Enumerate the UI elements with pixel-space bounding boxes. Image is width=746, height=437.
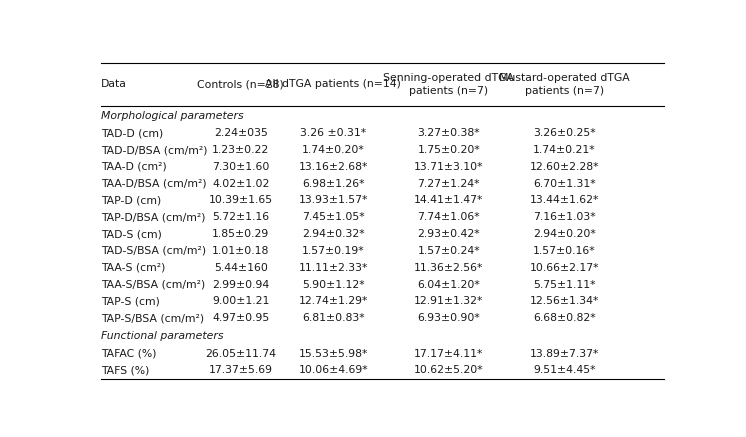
Text: 5.72±1.16: 5.72±1.16 xyxy=(212,212,269,222)
Text: TAD-S (cm): TAD-S (cm) xyxy=(101,229,162,239)
Text: 14.41±1.47*: 14.41±1.47* xyxy=(414,195,483,205)
Text: 7.16±1.03*: 7.16±1.03* xyxy=(533,212,596,222)
Text: 6.81±0.83*: 6.81±0.83* xyxy=(302,313,365,323)
Text: TAP-D/BSA (cm/m²): TAP-D/BSA (cm/m²) xyxy=(101,212,205,222)
Text: TAD-D (cm): TAD-D (cm) xyxy=(101,128,163,138)
Text: 9.51±4.45*: 9.51±4.45* xyxy=(533,365,596,375)
Text: 7.30±1.60: 7.30±1.60 xyxy=(212,162,269,172)
Text: 3.26 ±0.31*: 3.26 ±0.31* xyxy=(300,128,366,138)
Text: Senning-operated dTGA
patients (n=7): Senning-operated dTGA patients (n=7) xyxy=(383,73,514,96)
Text: TAP-S (cm): TAP-S (cm) xyxy=(101,296,160,306)
Text: TAA-S (cm²): TAA-S (cm²) xyxy=(101,263,165,273)
Text: 9.00±1.21: 9.00±1.21 xyxy=(212,296,269,306)
Text: 5.75±1.11*: 5.75±1.11* xyxy=(533,280,596,290)
Text: 13.16±2.68*: 13.16±2.68* xyxy=(298,162,368,172)
Text: 7.74±1.06*: 7.74±1.06* xyxy=(418,212,480,222)
Text: 12.60±2.28*: 12.60±2.28* xyxy=(530,162,599,172)
Text: 5.90±1.12*: 5.90±1.12* xyxy=(302,280,365,290)
Text: 1.57±0.19*: 1.57±0.19* xyxy=(302,246,365,256)
Text: 3.26±0.25*: 3.26±0.25* xyxy=(533,128,596,138)
Text: 6.98±1.26*: 6.98±1.26* xyxy=(302,179,365,189)
Text: TAA-D/BSA (cm/m²): TAA-D/BSA (cm/m²) xyxy=(101,179,207,189)
Text: TAP-S/BSA (cm/m²): TAP-S/BSA (cm/m²) xyxy=(101,313,204,323)
Text: 6.68±0.82*: 6.68±0.82* xyxy=(533,313,596,323)
Text: Mustard-operated dTGA
patients (n=7): Mustard-operated dTGA patients (n=7) xyxy=(499,73,630,96)
Text: TAD-D/BSA (cm/m²): TAD-D/BSA (cm/m²) xyxy=(101,145,207,155)
Text: 6.70±1.31*: 6.70±1.31* xyxy=(533,179,596,189)
Text: 1.01±0.18: 1.01±0.18 xyxy=(212,246,269,256)
Text: 7.27±1.24*: 7.27±1.24* xyxy=(418,179,480,189)
Text: 11.11±2.33*: 11.11±2.33* xyxy=(298,263,368,273)
Text: 1.85±0.29: 1.85±0.29 xyxy=(212,229,269,239)
Text: 2.94±0.20*: 2.94±0.20* xyxy=(533,229,596,239)
Text: Controls (n=28): Controls (n=28) xyxy=(197,80,284,90)
Text: 13.71±3.10*: 13.71±3.10* xyxy=(414,162,483,172)
Text: 4.02±1.02: 4.02±1.02 xyxy=(212,179,269,189)
Text: 13.93±1.57*: 13.93±1.57* xyxy=(298,195,368,205)
Text: Functional parameters: Functional parameters xyxy=(101,331,223,341)
Text: 11.36±2.56*: 11.36±2.56* xyxy=(414,263,483,273)
Text: 7.45±1.05*: 7.45±1.05* xyxy=(302,212,365,222)
Text: 12.91±1.32*: 12.91±1.32* xyxy=(414,296,483,306)
Text: TAA-S/BSA (cm/m²): TAA-S/BSA (cm/m²) xyxy=(101,280,205,290)
Text: 6.93±0.90*: 6.93±0.90* xyxy=(418,313,480,323)
Text: 2.94±0.32*: 2.94±0.32* xyxy=(302,229,365,239)
Text: TAD-S/BSA (cm/m²): TAD-S/BSA (cm/m²) xyxy=(101,246,206,256)
Text: 15.53±5.98*: 15.53±5.98* xyxy=(298,349,368,359)
Text: 13.44±1.62*: 13.44±1.62* xyxy=(530,195,599,205)
Text: 1.74±0.20*: 1.74±0.20* xyxy=(302,145,365,155)
Text: All dTGA patients (n=14): All dTGA patients (n=14) xyxy=(266,80,401,90)
Text: 1.74±0.21*: 1.74±0.21* xyxy=(533,145,596,155)
Text: 10.39±1.65: 10.39±1.65 xyxy=(209,195,273,205)
Text: 12.56±1.34*: 12.56±1.34* xyxy=(530,296,599,306)
Text: TAFAC (%): TAFAC (%) xyxy=(101,349,156,359)
Text: 17.37±5.69: 17.37±5.69 xyxy=(209,365,273,375)
Text: 2.93±0.42*: 2.93±0.42* xyxy=(418,229,480,239)
Text: 1.23±0.22: 1.23±0.22 xyxy=(212,145,269,155)
Text: 12.74±1.29*: 12.74±1.29* xyxy=(298,296,368,306)
Text: 4.97±0.95: 4.97±0.95 xyxy=(212,313,269,323)
Text: 6.04±1.20*: 6.04±1.20* xyxy=(418,280,480,290)
Text: 26.05±11.74: 26.05±11.74 xyxy=(205,349,276,359)
Text: 10.06±4.69*: 10.06±4.69* xyxy=(298,365,368,375)
Text: Morphological parameters: Morphological parameters xyxy=(101,111,243,121)
Text: 2.24±035: 2.24±035 xyxy=(214,128,268,138)
Text: Data: Data xyxy=(101,80,127,90)
Text: 13.89±7.37*: 13.89±7.37* xyxy=(530,349,599,359)
Text: 2.99±0.94: 2.99±0.94 xyxy=(212,280,269,290)
Text: 1.57±0.16*: 1.57±0.16* xyxy=(533,246,596,256)
Text: TAA-D (cm²): TAA-D (cm²) xyxy=(101,162,166,172)
Text: 10.62±5.20*: 10.62±5.20* xyxy=(414,365,483,375)
Text: 3.27±0.38*: 3.27±0.38* xyxy=(418,128,480,138)
Text: TAFS (%): TAFS (%) xyxy=(101,365,149,375)
Text: 17.17±4.11*: 17.17±4.11* xyxy=(414,349,483,359)
Text: 1.75±0.20*: 1.75±0.20* xyxy=(418,145,480,155)
Text: TAP-D (cm): TAP-D (cm) xyxy=(101,195,161,205)
Text: 5.44±160: 5.44±160 xyxy=(214,263,268,273)
Text: 10.66±2.17*: 10.66±2.17* xyxy=(530,263,599,273)
Text: 1.57±0.24*: 1.57±0.24* xyxy=(418,246,480,256)
